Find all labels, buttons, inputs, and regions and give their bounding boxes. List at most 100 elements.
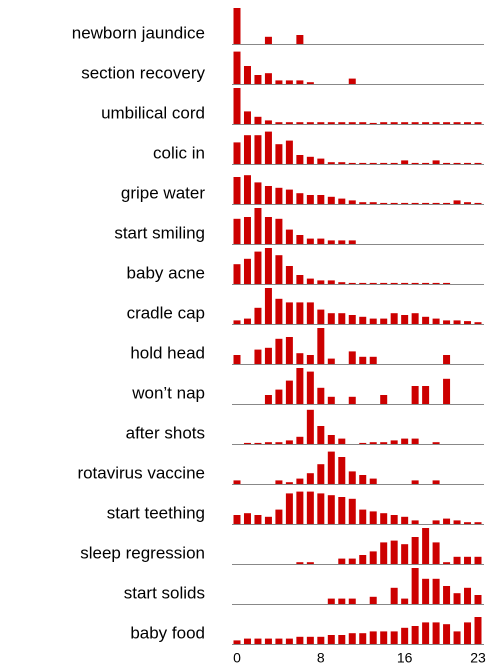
bar [233, 218, 241, 244]
bar [474, 322, 482, 324]
bar [275, 122, 283, 124]
bar [338, 282, 346, 284]
bar [348, 162, 356, 164]
bar [296, 155, 304, 164]
bar [390, 587, 398, 604]
bar [254, 307, 262, 324]
bar [359, 475, 367, 484]
row-label: sleep regression [80, 543, 205, 562]
bar [233, 480, 241, 484]
bar [422, 202, 430, 204]
bar [243, 513, 251, 524]
bar [348, 498, 356, 524]
bar [317, 426, 325, 444]
bar [338, 598, 346, 604]
bar [464, 556, 472, 564]
bar [233, 640, 241, 644]
row-label: won’t nap [131, 383, 205, 402]
row-label: colic in [153, 143, 205, 162]
bar [422, 386, 430, 404]
bar [275, 338, 283, 364]
bar [380, 442, 388, 444]
bar [233, 142, 241, 164]
bar [432, 202, 440, 204]
bar [327, 598, 335, 604]
bar [453, 631, 461, 644]
bar [369, 318, 377, 324]
row-label: rotavirus vaccine [77, 463, 205, 482]
bar [380, 122, 388, 124]
bar [411, 282, 419, 284]
row-label: after shots [126, 423, 205, 442]
bar [254, 638, 262, 644]
bar [464, 122, 472, 124]
bar [296, 562, 304, 564]
bar [411, 438, 419, 444]
bar [254, 251, 262, 284]
bar [233, 88, 241, 124]
bar [338, 635, 346, 644]
bar [285, 302, 293, 324]
bar [432, 318, 440, 324]
bar [380, 542, 388, 564]
bar [401, 516, 409, 524]
bar [275, 480, 283, 484]
bar [296, 478, 304, 484]
bar [254, 182, 262, 204]
bar [317, 122, 325, 124]
bar [474, 162, 482, 164]
bar [369, 551, 377, 564]
bar [285, 80, 293, 84]
bar [327, 280, 335, 284]
bar [275, 298, 283, 324]
bar [411, 313, 419, 324]
bar [296, 80, 304, 84]
row-label: start teething [107, 503, 205, 522]
bar [464, 522, 472, 524]
bar [338, 162, 346, 164]
bar [411, 162, 419, 164]
bar [348, 633, 356, 644]
bar [359, 555, 367, 564]
row-label: cradle cap [127, 303, 205, 322]
bar [443, 202, 451, 204]
bar [369, 596, 377, 604]
bar [380, 395, 388, 404]
bar [317, 280, 325, 284]
bar [296, 35, 304, 44]
bar [453, 200, 461, 204]
bar [390, 162, 398, 164]
bar [380, 202, 388, 204]
bar [359, 633, 367, 644]
bar [285, 122, 293, 124]
bar [243, 135, 251, 164]
bar [369, 478, 377, 484]
bar [443, 320, 451, 324]
bar [443, 162, 451, 164]
row-label: hold head [130, 343, 205, 362]
bar [338, 457, 346, 484]
bar [432, 520, 440, 524]
bar [422, 316, 430, 324]
bar [306, 636, 314, 644]
bar [474, 202, 482, 204]
bar [254, 515, 262, 524]
bar [338, 438, 346, 444]
bar [317, 387, 325, 404]
bar [401, 315, 409, 324]
bar [264, 36, 272, 44]
bar [233, 515, 241, 524]
bar [243, 442, 251, 444]
bar [359, 509, 367, 524]
x-tick-label: 8 [317, 650, 325, 666]
bar [285, 380, 293, 404]
bar [243, 175, 251, 204]
bar [348, 351, 356, 364]
bar [390, 540, 398, 564]
bar [254, 208, 262, 244]
bar [306, 473, 314, 484]
bar [275, 144, 283, 164]
bar [443, 586, 451, 604]
bar [275, 187, 283, 204]
bar [453, 556, 461, 564]
